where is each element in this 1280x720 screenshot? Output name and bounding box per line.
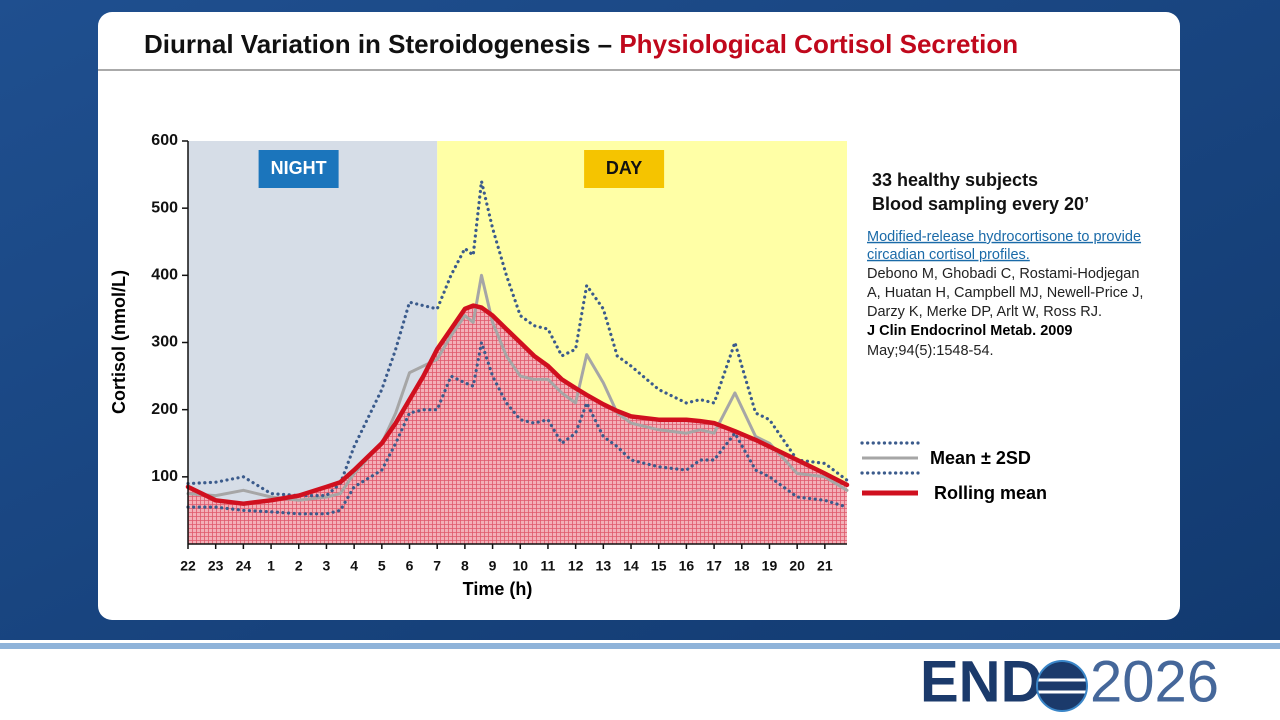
y-axis-label: Cortisol (nmol/L) — [109, 270, 129, 414]
x-tick-label: 12 — [568, 558, 584, 574]
y-tick-label: 600 — [151, 132, 178, 149]
x-tick-label: 16 — [679, 558, 695, 574]
sd-line — [186, 340, 849, 516]
x-tick-label: 2 — [295, 558, 303, 574]
y-tick-label: 400 — [151, 267, 178, 284]
title-highlight: Physiological Cortisol Secretion — [619, 29, 1018, 59]
x-tick-label: 17 — [706, 558, 722, 574]
citation: May;94(5):1548-54. — [867, 343, 994, 359]
title-text: Diurnal Variation in Steroidogenesis – — [144, 29, 619, 59]
authors: A, Huatan H, Campbell MJ, Newell-Price J… — [867, 285, 1143, 301]
note: Blood sampling every 20’ — [872, 194, 1089, 214]
x-tick-label: 9 — [489, 558, 497, 574]
legend-label: Rolling mean — [934, 483, 1047, 503]
x-tick-label: 5 — [378, 558, 386, 574]
reference-link[interactable]: Modified-release hydrocortisone to provi… — [867, 229, 1141, 245]
authors: Darzy K, Merke DP, Arlt W, Ross RJ. — [867, 304, 1102, 320]
y-tick-label: 300 — [151, 334, 178, 351]
x-tick-label: 1 — [267, 558, 275, 574]
x-tick-label: 3 — [323, 558, 331, 574]
x-tick-label: 15 — [651, 558, 667, 574]
x-tick-label: 8 — [461, 558, 469, 574]
reference-link[interactable]: circadian cortisol profiles. — [867, 247, 1030, 263]
x-tick-label: 4 — [350, 558, 358, 574]
legend-label: Mean ± 2SD — [930, 448, 1031, 468]
x-tick-label: 24 — [236, 558, 252, 574]
x-tick-label: 23 — [208, 558, 224, 574]
x-tick-label: 6 — [406, 558, 414, 574]
journal: J Clin Endocrinol Metab. 2009 — [867, 323, 1072, 339]
x-tick-label: 10 — [512, 558, 528, 574]
notes: 33 healthy subjects Blood sampling every… — [872, 170, 1089, 214]
logo: END 2026 — [920, 649, 1219, 714]
x-tick-label: 18 — [734, 558, 750, 574]
area-fill — [188, 305, 847, 544]
x-tick-label: 13 — [596, 558, 612, 574]
logo-year: 2026 — [1090, 649, 1219, 714]
x-axis-label: Time (h) — [463, 579, 533, 599]
rolling-line — [185, 303, 850, 506]
y-tick-label: 200 — [151, 401, 178, 418]
region-label-box — [584, 150, 665, 188]
footer-stripe — [0, 643, 1280, 649]
x-tick-label: 7 — [433, 558, 441, 574]
x-tick-label: 11 — [541, 558, 556, 574]
slide-title: Diurnal Variation in Steroidogenesis – P… — [144, 29, 1018, 59]
region-label: DAY — [606, 158, 642, 178]
mean-line — [186, 273, 849, 502]
y-tick-label: 500 — [151, 199, 178, 216]
note: 33 healthy subjects — [872, 170, 1038, 190]
x-tick-label: 21 — [817, 558, 833, 574]
authors: Debono M, Ghobadi C, Rostami-Hodjegan — [867, 266, 1139, 282]
region-label: NIGHT — [271, 158, 327, 178]
y-tick-label: 100 — [151, 468, 178, 485]
x-tick-label: 19 — [762, 558, 778, 574]
footer-band — [0, 640, 1280, 720]
x-tick-label: 14 — [623, 558, 639, 574]
reference: Modified-release hydrocortisone to provi… — [867, 229, 1143, 359]
x-tick-label: 20 — [789, 558, 805, 574]
logo-text: END — [920, 649, 1042, 714]
logo-globe — [1036, 660, 1088, 712]
region-label-box — [258, 150, 339, 188]
x-tick-label: 22 — [180, 558, 196, 574]
